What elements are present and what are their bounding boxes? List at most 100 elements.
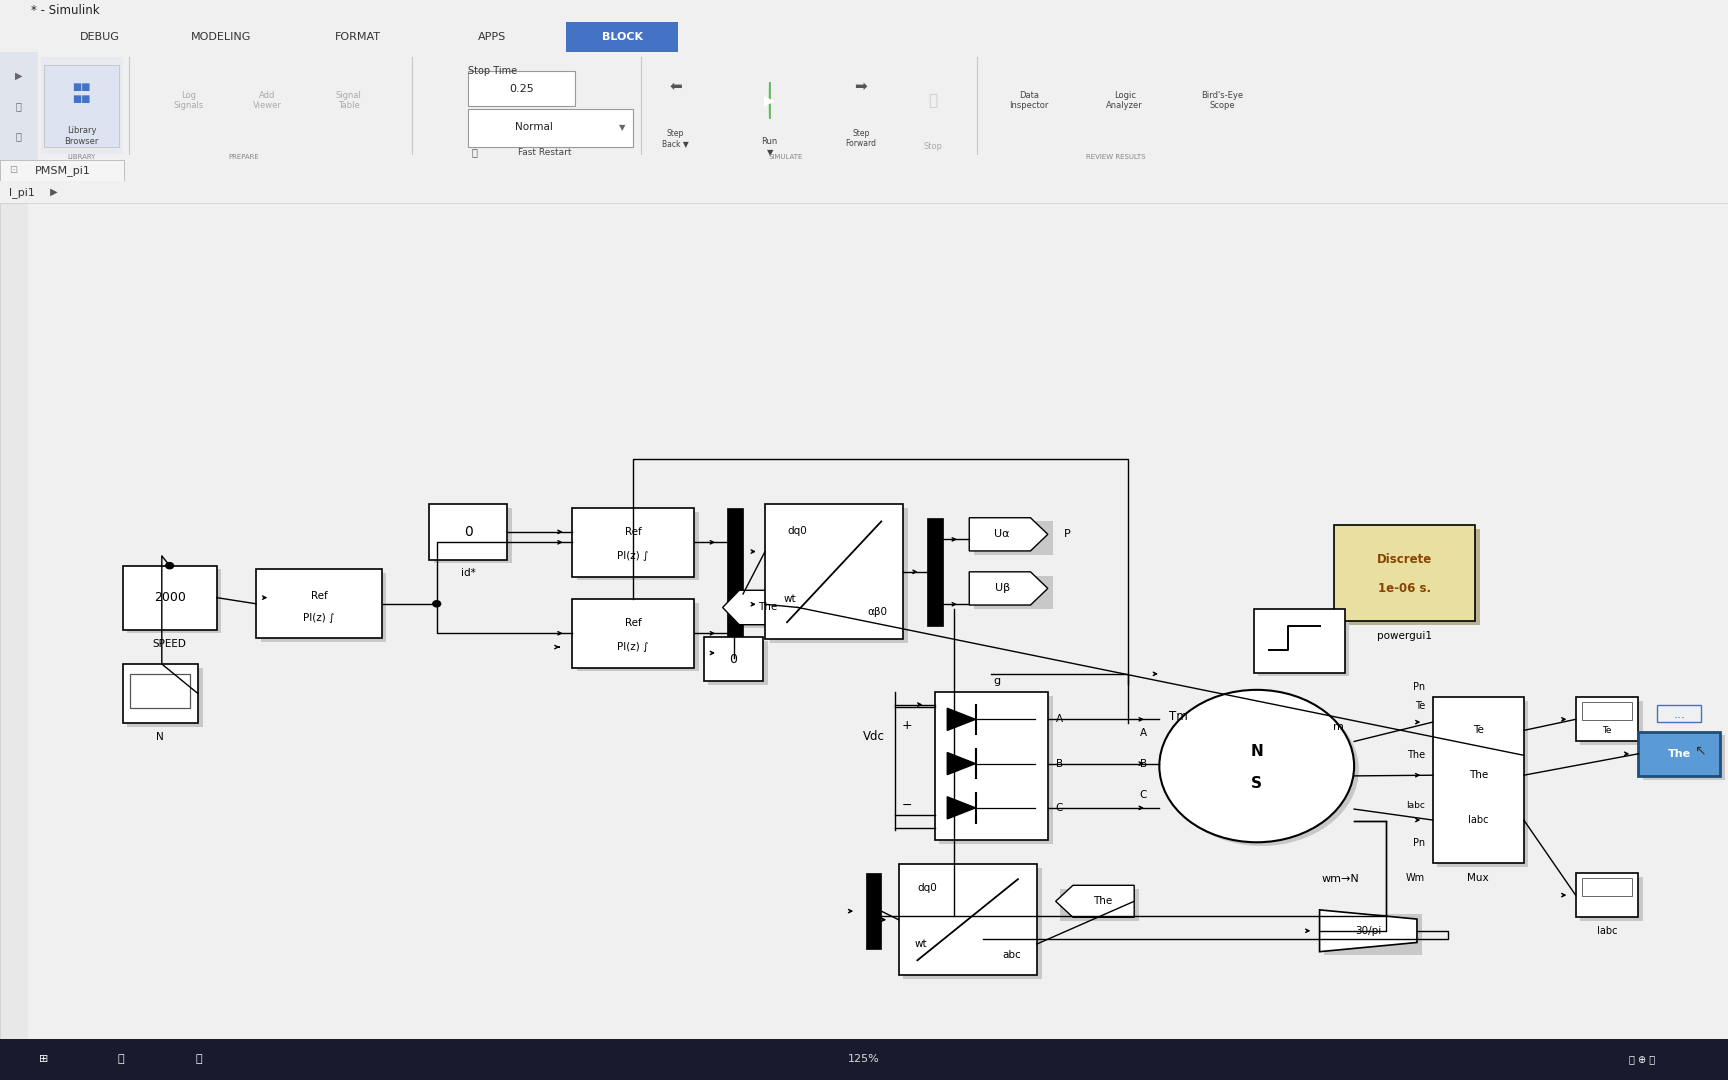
Bar	[975, 576, 1052, 609]
Text: ↖: ↖	[1693, 743, 1706, 757]
Bar	[577, 512, 700, 580]
Circle shape	[1165, 693, 1358, 846]
Text: Te: Te	[1415, 701, 1426, 711]
Text: SPEED: SPEED	[152, 639, 187, 649]
Text: ...: ...	[1673, 707, 1685, 721]
Text: Pn: Pn	[1414, 838, 1426, 848]
Text: 🔍: 🔍	[118, 1054, 124, 1065]
Bar	[577, 603, 700, 672]
Polygon shape	[969, 571, 1047, 605]
Text: ▶: ▶	[764, 94, 776, 107]
Bar	[1324, 914, 1422, 956]
Text: LIBRARY: LIBRARY	[67, 153, 95, 160]
Text: wm→N: wm→N	[1322, 874, 1358, 885]
Text: Te: Te	[1602, 726, 1612, 734]
Bar	[434, 508, 511, 564]
Text: 0: 0	[729, 652, 738, 665]
Text: l_pi1: l_pi1	[9, 187, 35, 198]
Text: The: The	[1469, 770, 1488, 780]
Text: 2000: 2000	[154, 591, 185, 604]
Bar	[1417, 1039, 1728, 1080]
Text: Log
Signals: Log Signals	[173, 91, 204, 110]
Bar	[1643, 735, 1725, 780]
Polygon shape	[969, 517, 1047, 551]
Bar	[904, 868, 1042, 978]
Text: 📁: 📁	[195, 1054, 202, 1065]
Bar	[130, 674, 190, 708]
Bar	[975, 522, 1052, 555]
Text: dq0: dq0	[918, 882, 937, 893]
Bar	[940, 696, 1052, 843]
Text: Iabc: Iabc	[1407, 800, 1426, 810]
Text: The: The	[1094, 896, 1113, 906]
Bar	[572, 508, 695, 577]
Bar	[727, 594, 804, 629]
Text: 125%: 125%	[848, 1054, 880, 1065]
Text: MODELING: MODELING	[192, 31, 251, 42]
Text: P: P	[1063, 529, 1070, 539]
Bar	[1258, 612, 1350, 676]
Text: Tm: Tm	[1168, 711, 1187, 724]
Bar	[926, 517, 942, 626]
Text: +: +	[902, 719, 912, 732]
Text: m: m	[1332, 721, 1344, 732]
Text: Step
Back ▼: Step Back ▼	[662, 129, 689, 148]
Bar	[468, 109, 632, 147]
Text: Normal: Normal	[515, 122, 553, 133]
Text: Add
Viewer: Add Viewer	[252, 91, 282, 110]
Bar	[727, 508, 743, 680]
Bar	[128, 569, 221, 633]
Bar	[1253, 609, 1344, 673]
Bar	[123, 664, 199, 723]
Text: ⏹: ⏹	[928, 93, 938, 108]
Text: Uα: Uα	[995, 529, 1009, 539]
Bar	[429, 504, 508, 559]
Polygon shape	[1056, 886, 1134, 917]
Text: PREPARE: PREPARE	[228, 153, 259, 160]
Text: −: −	[902, 799, 912, 812]
Text: Fast Restart: Fast Restart	[518, 148, 572, 157]
Text: DEBUG: DEBUG	[79, 31, 121, 42]
Text: Stop Time: Stop Time	[468, 66, 517, 77]
Text: APPS: APPS	[479, 31, 506, 42]
Bar	[123, 566, 216, 630]
Text: Ref: Ref	[311, 591, 327, 600]
Bar	[1334, 525, 1476, 621]
Text: The: The	[1407, 751, 1426, 760]
Text: C: C	[1056, 802, 1063, 813]
Text: 🔊 ⊕ 中: 🔊 ⊕ 中	[1628, 1054, 1655, 1065]
Bar	[1576, 698, 1638, 742]
Bar	[708, 640, 769, 685]
Text: BLOCK: BLOCK	[601, 31, 643, 42]
Text: A: A	[1056, 714, 1063, 725]
Bar	[261, 573, 387, 642]
Text: FORMAT: FORMAT	[335, 31, 380, 42]
Text: ▼: ▼	[619, 123, 626, 132]
Text: A: A	[1140, 728, 1147, 739]
Bar	[0, 203, 28, 1039]
Text: * - Simulink: * - Simulink	[31, 4, 100, 17]
Text: REVIEW RESULTS: REVIEW RESULTS	[1085, 153, 1146, 160]
Text: S: S	[1251, 775, 1261, 791]
Text: Data
Inspector: Data Inspector	[1009, 91, 1049, 110]
Bar	[468, 71, 575, 106]
Bar	[43, 65, 119, 147]
Text: Te: Te	[1472, 726, 1484, 735]
Polygon shape	[1320, 909, 1417, 951]
Bar	[703, 637, 764, 681]
Text: 🔄: 🔄	[472, 147, 477, 158]
Text: C: C	[1139, 791, 1147, 800]
Text: 💾: 💾	[16, 100, 22, 111]
Polygon shape	[947, 708, 976, 730]
Bar	[935, 692, 1047, 840]
Text: Logic
Analyzer: Logic Analyzer	[1106, 91, 1144, 110]
Text: B: B	[1140, 759, 1147, 769]
Bar	[0, 160, 124, 181]
Text: Step
Forward: Step Forward	[845, 129, 876, 148]
Bar	[1576, 873, 1638, 917]
Text: Pn: Pn	[1414, 683, 1426, 692]
Text: The: The	[759, 603, 778, 612]
Text: N: N	[156, 731, 164, 742]
Circle shape	[1159, 690, 1355, 842]
Bar	[572, 599, 695, 667]
